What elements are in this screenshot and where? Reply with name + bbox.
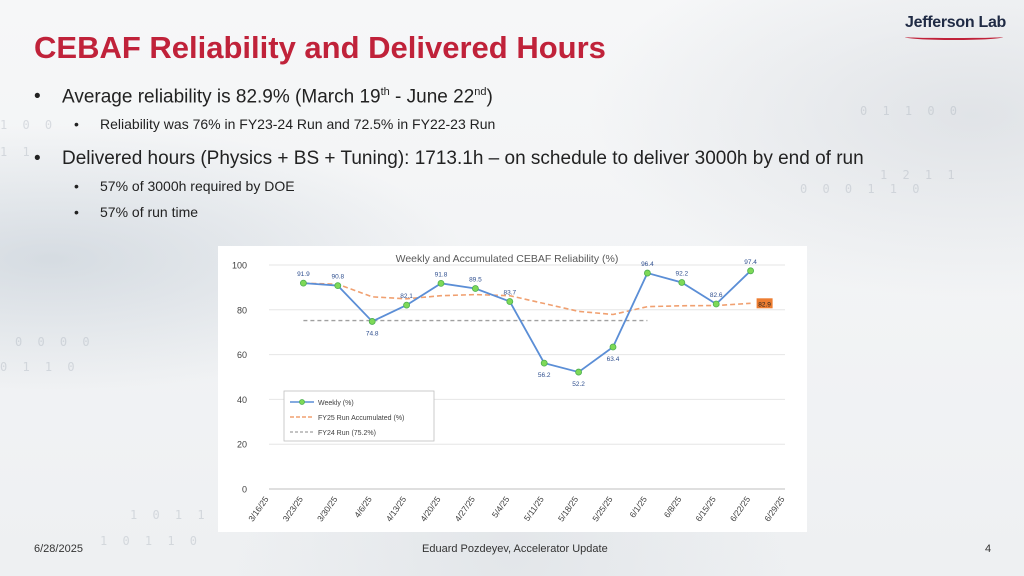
- x-tick-label: 6/8/25: [662, 494, 684, 519]
- footer-date: 6/28/2025: [34, 543, 83, 555]
- bullet-text: Delivered hours (Physics + BS + Tuning):…: [62, 148, 864, 169]
- weekly-data-label: 56.2: [538, 372, 551, 379]
- background-digits: 1 2 1 1: [880, 168, 959, 182]
- weekly-point: [609, 343, 617, 351]
- chart-legend: [283, 390, 435, 442]
- reliability-chart: Weekly and Accumulated CEBAF Reliability…: [218, 246, 807, 532]
- bullet-text: 57% of 3000h required by DOE: [100, 178, 295, 194]
- bullet-dot: •: [74, 178, 79, 194]
- weekly-data-label: 92.2: [675, 270, 688, 277]
- x-tick-label: 4/20/25: [418, 494, 443, 523]
- weekly-point: [540, 359, 548, 367]
- weekly-point: [747, 267, 754, 275]
- series-weekly-line: [303, 270, 752, 374]
- background-digits: 0 0 0 0: [15, 335, 94, 349]
- bullet-dot: •: [34, 86, 41, 107]
- logo-swoosh-icon: [905, 34, 1003, 40]
- weekly-point: [575, 368, 583, 376]
- slide-title: CEBAF Reliability and Delivered Hours: [34, 30, 606, 65]
- weekly-data-label: 90.8: [331, 274, 344, 281]
- x-tick-label: 5/4/25: [490, 494, 512, 519]
- x-tick-label: 6/15/25: [693, 494, 718, 523]
- weekly-data-label: 74.8: [366, 330, 379, 337]
- bullet-dot: •: [74, 116, 79, 132]
- footer-page-number: 4: [985, 543, 992, 555]
- weekly-point: [643, 269, 651, 277]
- x-tick-label: 6/1/25: [627, 494, 649, 519]
- weekly-point: [678, 279, 686, 286]
- x-tick-label: 3/30/25: [315, 494, 340, 523]
- legend-weekly-label: Weekly (%): [318, 400, 354, 407]
- weekly-data-label: 91.9: [297, 271, 310, 278]
- footer-presenter: Eduard Pozdeyev, Accelerator Update: [422, 543, 608, 555]
- legend-fy24-label: FY24 Run (75.2%): [318, 430, 376, 437]
- weekly-point: [712, 300, 720, 308]
- weekly-data-label: 82.6: [710, 292, 723, 299]
- weekly-point: [300, 279, 307, 287]
- x-tick-label: 5/18/25: [556, 494, 581, 523]
- weekly-data-label: 89.5: [469, 277, 482, 284]
- bullet-dot: •: [74, 204, 79, 220]
- y-tick-label: 20: [237, 440, 247, 450]
- jefferson-lab-logo: Jefferson Lab: [905, 14, 1007, 31]
- x-tick-label: 4/13/25: [384, 494, 409, 523]
- bullet-text: 57% of run time: [100, 204, 199, 220]
- legend-accumulated-label: FY25 Run Accumulated (%): [318, 415, 404, 422]
- background-digits: 1 1: [0, 145, 34, 159]
- legend-weekly-marker: [299, 399, 305, 405]
- weekly-point: [403, 301, 411, 309]
- x-tick-label: 3/23/25: [281, 494, 306, 523]
- weekly-data-label: 97.4: [744, 259, 757, 266]
- bullet-text: Average reliability is 82.9% (March 19th…: [62, 86, 493, 108]
- weekly-point: [334, 282, 342, 290]
- weekly-point: [506, 298, 514, 305]
- x-tick-label: 5/11/25: [522, 494, 546, 523]
- x-tick-label: 6/22/25: [728, 494, 753, 523]
- weekly-point: [368, 318, 376, 325]
- reliability-chart-svg: Weekly and Accumulated CEBAF Reliability…: [232, 253, 787, 523]
- series-accumulated-line: [303, 282, 751, 316]
- background-digits: 1 0 1 1: [130, 508, 209, 522]
- weekly-data-label: 96.4: [641, 261, 654, 268]
- weekly-point: [471, 285, 479, 292]
- bullet-dot: •: [34, 148, 41, 169]
- background-digits: 1 0 0: [0, 118, 57, 132]
- accumulated-end-label: 82.9: [758, 301, 771, 308]
- background-digits: 0 0 0 1 1 0: [800, 182, 924, 196]
- weekly-data-label: 82.1: [400, 293, 413, 300]
- weekly-data-label: 83.7: [503, 290, 516, 297]
- background-digits: 1 0 1 1 0: [100, 534, 202, 548]
- weekly-point: [437, 279, 445, 287]
- background-digits: 0 1 1 0: [0, 360, 79, 374]
- y-tick-label: 100: [232, 261, 247, 271]
- chart-title: Weekly and Accumulated CEBAF Reliability…: [396, 253, 619, 265]
- background-digits: 0 1 1 0 0: [860, 104, 962, 118]
- x-tick-label: 3/16/25: [246, 494, 271, 523]
- bullet-text: Reliability was 76% in FY23-24 Run and 7…: [100, 116, 496, 132]
- y-tick-label: 80: [237, 305, 247, 315]
- weekly-data-label: 63.4: [607, 356, 620, 363]
- x-tick-label: 6/29/25: [762, 494, 787, 523]
- y-tick-label: 60: [237, 350, 247, 360]
- x-tick-label: 4/27/25: [453, 494, 478, 523]
- x-tick-label: 4/6/25: [352, 494, 374, 519]
- weekly-data-label: 91.8: [435, 271, 448, 278]
- y-tick-label: 0: [242, 485, 247, 495]
- weekly-data-label: 52.2: [572, 381, 585, 388]
- accumulated-end-label-box: [756, 298, 773, 309]
- x-tick-label: 5/25/25: [590, 494, 615, 523]
- y-tick-label: 40: [237, 395, 247, 405]
